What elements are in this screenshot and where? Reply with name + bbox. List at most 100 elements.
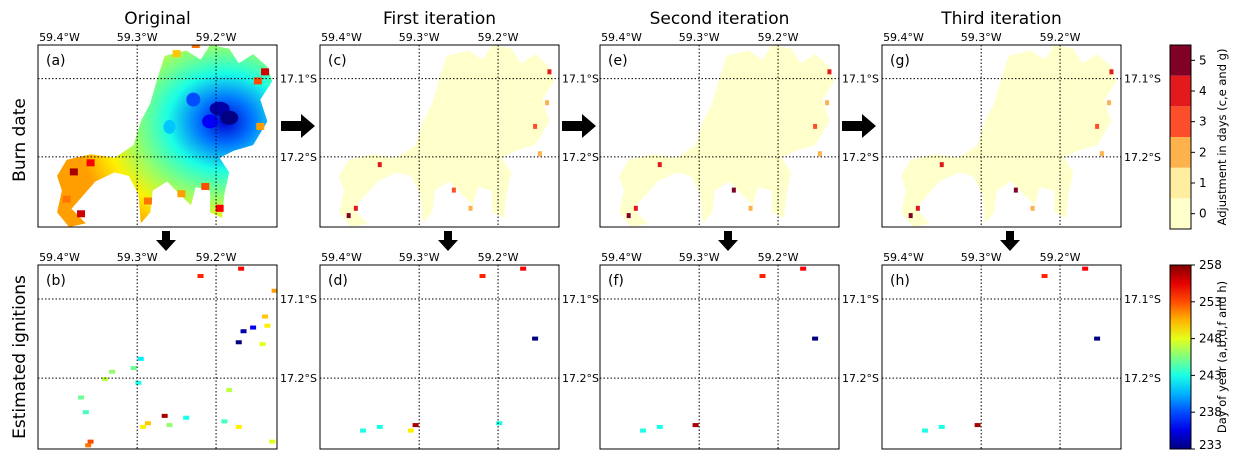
burn-date-cell: [86, 159, 95, 167]
panel-e: 59.4°W 59.3°W 59.2°W 17.1°S 17.2°S (e): [599, 31, 879, 228]
burn-date-cell: [77, 210, 86, 218]
longitude-tick-label: 59.3°W: [399, 251, 440, 264]
latitude-tick-label: 17.1°S: [842, 293, 879, 306]
panel-frame: [599, 264, 840, 450]
colorbar-tick-label: 3: [1199, 115, 1207, 129]
latitude-tick-label: 17.1°S: [1124, 73, 1161, 86]
column-title: Original: [124, 9, 191, 29]
ignition-point: [166, 423, 173, 428]
longitude-tick-label: 59.3°W: [117, 31, 158, 44]
ignition-point: [922, 428, 929, 433]
ignition-point: [235, 340, 242, 345]
panel-frame: [881, 264, 1122, 450]
adjustment-pixel: [537, 151, 542, 157]
panel-a: 59.4°W 59.3°W 59.2°W 17.1°S 17.2°S (a): [37, 31, 317, 228]
ignition-point: [197, 274, 204, 279]
colorbar-tick-label: 233: [1199, 438, 1222, 451]
adjustment-pixel: [353, 205, 358, 211]
longitude-tick-label: 59.2°W: [758, 31, 799, 44]
burn-date-cell: [215, 204, 224, 212]
longitude-tick-label: 59.3°W: [679, 31, 720, 44]
latitude-tick-label: 17.2°S: [562, 372, 599, 385]
colorbar-tick-label: 253: [1199, 295, 1222, 309]
column-title: Third iteration: [940, 9, 1062, 29]
panel-g: 59.4°W 59.3°W 59.2°W 17.1°S 17.2°S (g): [881, 31, 1161, 228]
ignition-point: [656, 424, 663, 429]
ignition-point: [496, 421, 503, 426]
ignition-point: [800, 266, 807, 271]
ignition-point: [85, 443, 92, 448]
ignition-point: [938, 424, 945, 429]
latitude-tick-label: 17.1°S: [842, 73, 879, 86]
longitude-tick-label: 59.3°W: [399, 31, 440, 44]
ignition-point: [250, 325, 257, 330]
adjustment-pixel: [827, 69, 832, 75]
colorbar-segment: [1170, 137, 1191, 168]
down-arrow: [156, 231, 176, 251]
adjustment-pixel: [1109, 69, 1114, 75]
right-arrow: [281, 114, 315, 138]
column-title: Second iteration: [650, 9, 790, 29]
longitude-tick-label: 59.2°W: [1040, 251, 1081, 264]
panel-c: 59.4°W 59.3°W 59.2°W 17.1°S 17.2°S (c): [319, 31, 599, 228]
latitude-tick-label: 17.1°S: [1124, 293, 1161, 306]
longitude-tick-label: 59.4°W: [321, 31, 362, 44]
burn-date-cell: [202, 114, 219, 129]
latitude-tick-label: 17.1°S: [280, 293, 317, 306]
burn-date-cell: [253, 77, 262, 85]
down-arrow: [1000, 231, 1020, 251]
ignition-point: [532, 336, 539, 341]
ignition-point: [1094, 336, 1101, 341]
adjustment-pixel: [547, 69, 552, 75]
adjustment-pixel: [939, 162, 944, 168]
panel-content: [619, 45, 835, 227]
panel-b: 59.4°W 59.3°W 59.2°W 17.1°S 17.2°S (b): [37, 251, 317, 450]
ignition-point: [1041, 274, 1048, 279]
latitude-tick-label: 17.2°S: [842, 372, 879, 385]
ignition-point: [640, 428, 647, 433]
latitude-tick-label: 17.2°S: [1124, 372, 1161, 385]
colorbar-tick-label: 2: [1199, 145, 1207, 159]
latitude-tick-label: 17.2°S: [562, 151, 599, 164]
ignition-point: [87, 439, 94, 444]
panel-frame: [37, 264, 278, 450]
colorbar-tick-label: 258: [1199, 258, 1222, 272]
ignition-point: [262, 314, 269, 319]
panel-letter: (h): [890, 273, 910, 289]
longitude-tick-label: 59.4°W: [601, 251, 642, 264]
burn-date-cell: [62, 195, 71, 203]
burn-date-cell: [69, 168, 78, 176]
adjustment-pixel: [817, 151, 822, 157]
burn-date-cell: [177, 190, 186, 198]
panel-frame: [319, 44, 560, 228]
longitude-tick-label: 59.4°W: [883, 251, 924, 264]
ignition-point: [974, 423, 981, 428]
ignition-point: [479, 274, 486, 279]
burn-date-cell: [261, 68, 270, 76]
colorbar-tick-label: 1: [1199, 176, 1207, 190]
ignition-point: [82, 410, 89, 415]
latitude-tick-label: 17.1°S: [562, 293, 599, 306]
longitude-tick-label: 59.2°W: [478, 251, 519, 264]
colorbar-tick-label: 238: [1199, 405, 1222, 419]
panel-frame: [599, 44, 840, 228]
burn-date-cell: [220, 110, 239, 125]
burn-date-cell: [186, 92, 201, 107]
ignition-point: [812, 336, 819, 341]
ignition-point: [692, 423, 699, 428]
longitude-tick-label: 59.2°W: [196, 251, 237, 264]
row-title: Burn date: [10, 98, 30, 182]
adjustment-pixel: [657, 162, 662, 168]
adjustment-pixel: [1030, 205, 1035, 211]
ignition-point: [1082, 266, 1089, 271]
colorbar-tick-label: 5: [1199, 53, 1207, 67]
colorbar-tick-label: 243: [1199, 368, 1222, 382]
ignition-point: [269, 439, 276, 444]
ignition-point: [271, 288, 277, 293]
longitude-tick-label: 59.3°W: [961, 251, 1002, 264]
panel-letter: (c): [328, 53, 347, 69]
ignition-point: [161, 413, 168, 418]
panel-content: [57, 45, 273, 227]
right-arrow: [562, 114, 596, 138]
